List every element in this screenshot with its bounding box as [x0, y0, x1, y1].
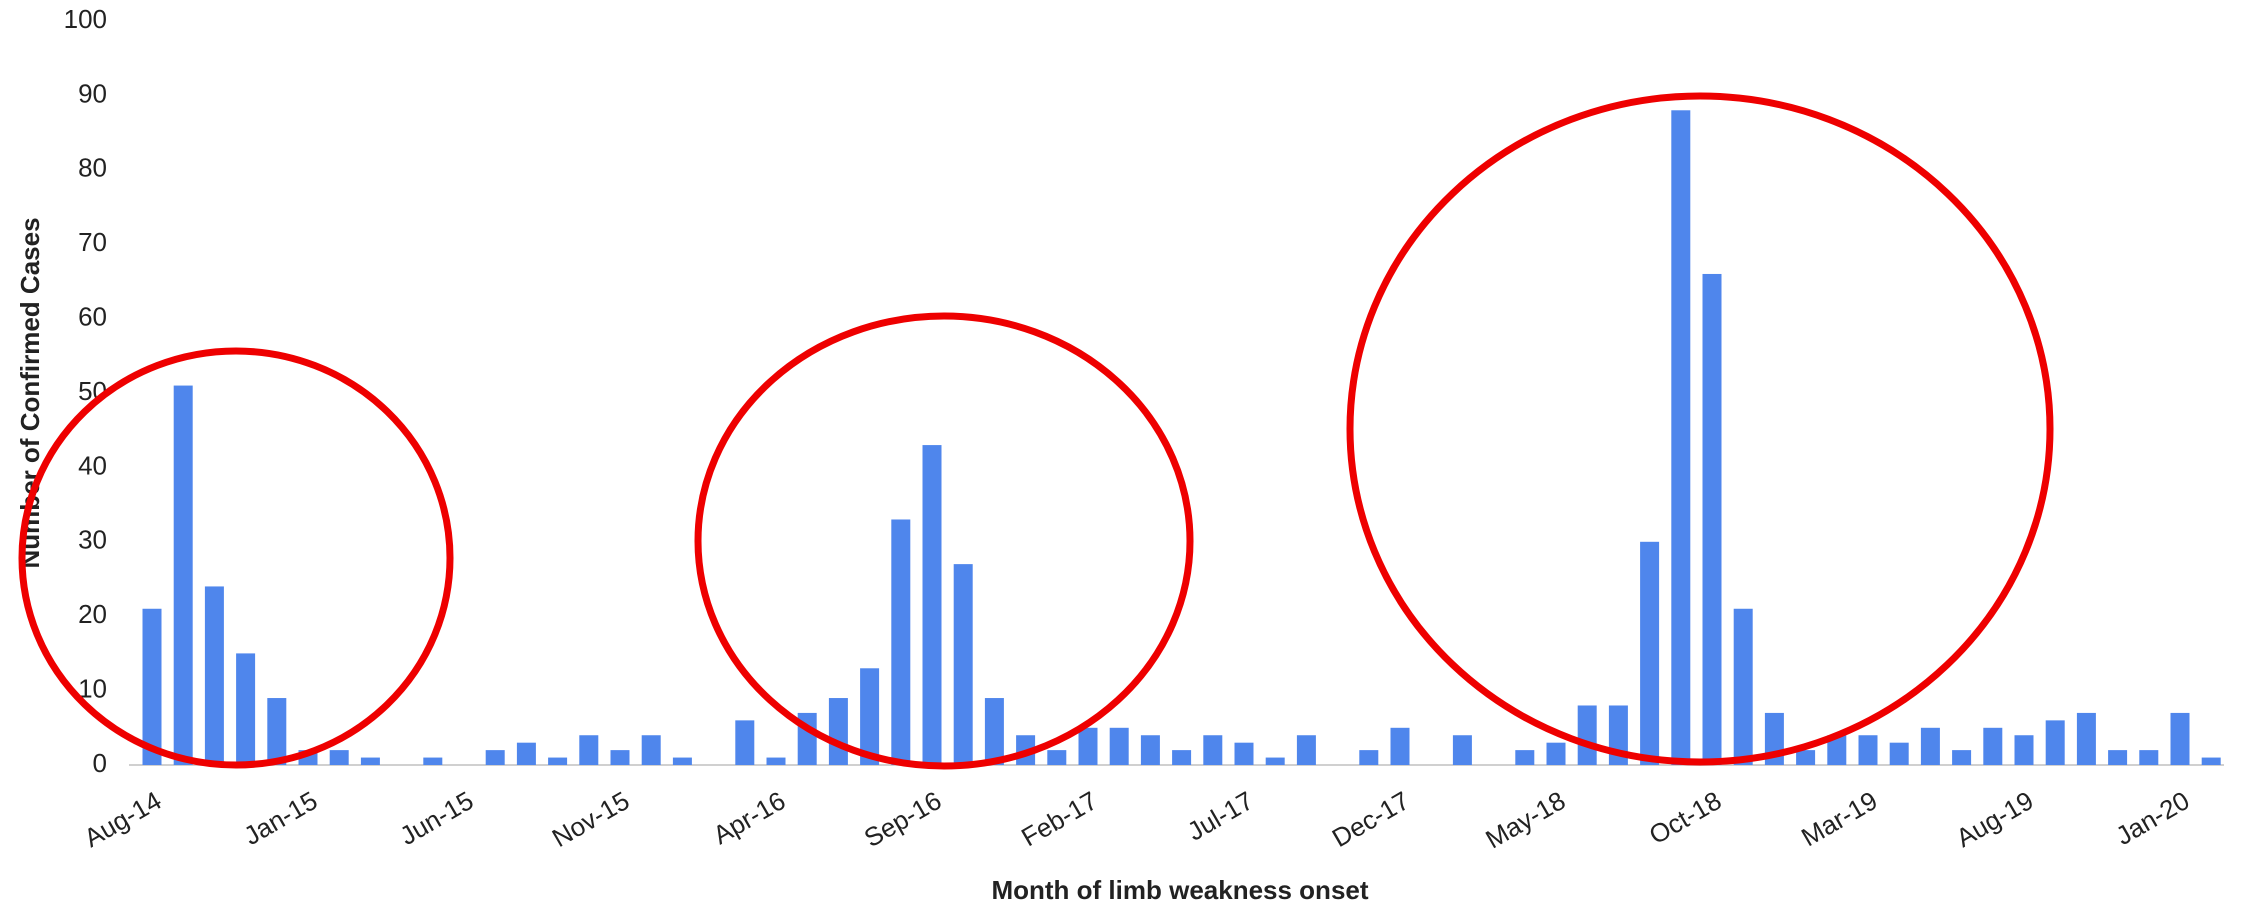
x-tick-label: Aug-14 — [79, 785, 167, 853]
bar — [1796, 750, 1816, 765]
bar — [1733, 608, 1753, 765]
highlight-circle — [18, 347, 454, 769]
bar — [1889, 742, 1909, 765]
x-tick-label: Jun-15 — [395, 785, 479, 851]
bar — [1702, 273, 1722, 765]
bar — [267, 698, 287, 765]
bar — [1983, 727, 2003, 765]
bar — [2170, 712, 2190, 765]
bar — [922, 445, 942, 765]
bar — [204, 586, 224, 765]
x-tick-label: Aug-19 — [1951, 785, 2039, 853]
x-tick-label: Apr-16 — [708, 785, 791, 850]
bar — [1858, 735, 1878, 765]
bar — [423, 757, 443, 765]
y-tick-label: 60 — [78, 301, 107, 331]
bar — [2108, 750, 2128, 765]
bar — [236, 653, 256, 765]
y-tick-label: 70 — [78, 227, 107, 257]
bar — [953, 564, 973, 765]
bar — [1515, 750, 1535, 765]
bar — [1952, 750, 1972, 765]
y-tick-label: 80 — [78, 153, 107, 183]
highlight-circle — [1346, 92, 2054, 766]
bar — [1172, 750, 1192, 765]
bar — [641, 735, 661, 765]
bar — [1109, 727, 1129, 765]
bar — [1577, 705, 1597, 765]
bar — [516, 742, 536, 765]
x-tick-label: Jul-17 — [1182, 785, 1258, 846]
bar — [1640, 541, 1660, 765]
bar — [984, 698, 1004, 765]
y-tick-label: 0 — [93, 748, 107, 778]
bar — [142, 608, 162, 765]
x-tick-label: Sep-16 — [859, 785, 947, 853]
bar — [828, 698, 848, 765]
bar — [1265, 757, 1285, 765]
bar — [735, 720, 755, 765]
x-tick-label: Jan-15 — [239, 785, 323, 851]
bar — [1296, 735, 1316, 765]
bar — [485, 750, 505, 765]
x-tick-label: Jan-20 — [2111, 785, 2195, 851]
bar — [1359, 750, 1379, 765]
x-tick-label: Oct-18 — [1644, 785, 1727, 850]
y-tick-label: 100 — [64, 4, 107, 34]
y-tick-label: 90 — [78, 78, 107, 108]
bar — [329, 750, 349, 765]
bar — [2014, 735, 2034, 765]
bar — [1234, 742, 1254, 765]
x-tick-label: Dec-17 — [1327, 785, 1415, 853]
bar — [1203, 735, 1223, 765]
bar — [579, 735, 599, 765]
bar — [2201, 757, 2221, 765]
bar — [2045, 720, 2065, 765]
bar — [672, 757, 692, 765]
bar — [1827, 735, 1847, 765]
bar — [1920, 727, 1940, 765]
bar — [1047, 750, 1067, 765]
bar — [1140, 735, 1160, 765]
bar — [360, 757, 380, 765]
y-tick-label: 20 — [78, 599, 107, 629]
x-tick-label: May-18 — [1480, 785, 1570, 854]
bar — [860, 668, 880, 765]
bar — [610, 750, 630, 765]
bar — [1452, 735, 1472, 765]
bar — [1390, 727, 1410, 765]
y-tick-label: 30 — [78, 525, 107, 555]
x-tick-label: Nov-15 — [547, 785, 635, 853]
bar — [1078, 727, 1098, 765]
bar — [891, 519, 911, 765]
x-axis-title: Month of limb weakness onset — [991, 875, 1368, 905]
bar — [2139, 750, 2159, 765]
y-tick-label: 40 — [78, 450, 107, 480]
bar — [766, 757, 786, 765]
highlight-circle — [694, 312, 1194, 770]
bar — [548, 757, 568, 765]
x-tick-label: Mar-19 — [1796, 785, 1882, 852]
bar — [173, 385, 193, 765]
bar — [1671, 110, 1691, 765]
bar — [2076, 712, 2096, 765]
bar — [1546, 742, 1566, 765]
x-tick-label: Feb-17 — [1016, 785, 1102, 852]
